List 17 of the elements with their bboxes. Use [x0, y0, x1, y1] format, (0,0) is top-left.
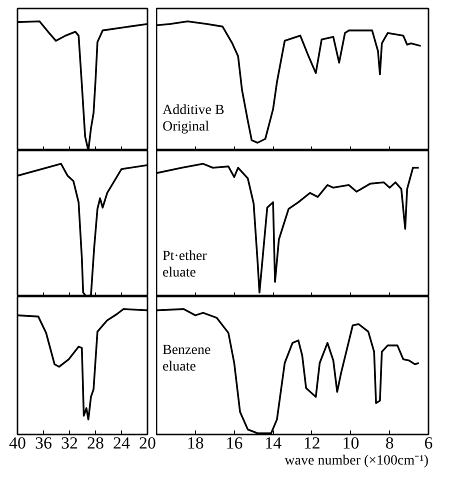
annotation: Pt·ether eluate [162, 249, 208, 280]
x-tick-label: 18 [186, 434, 204, 452]
x-tick-label: 10 [342, 434, 360, 452]
x-tick-label: 32 [61, 434, 78, 452]
annotation: Additive B Original [162, 103, 224, 134]
x-tick-label: 12 [303, 434, 320, 452]
annotation: Benzene eluate [162, 343, 211, 374]
x-tick-label: 28 [87, 434, 104, 452]
x-tick-label: 36 [35, 434, 52, 452]
x-tick-label: 24 [113, 434, 130, 452]
x-tick-label: 14 [264, 434, 282, 452]
x-axis-title: wave number (×100cm⁻¹) [284, 454, 429, 468]
x-tick-label: 16 [226, 434, 243, 452]
x-tick-label: 6 [424, 434, 433, 452]
x-tick-label: 20 [139, 434, 156, 452]
x-tick-label: 40 [9, 434, 26, 452]
x-tick-label: 8 [385, 434, 394, 452]
